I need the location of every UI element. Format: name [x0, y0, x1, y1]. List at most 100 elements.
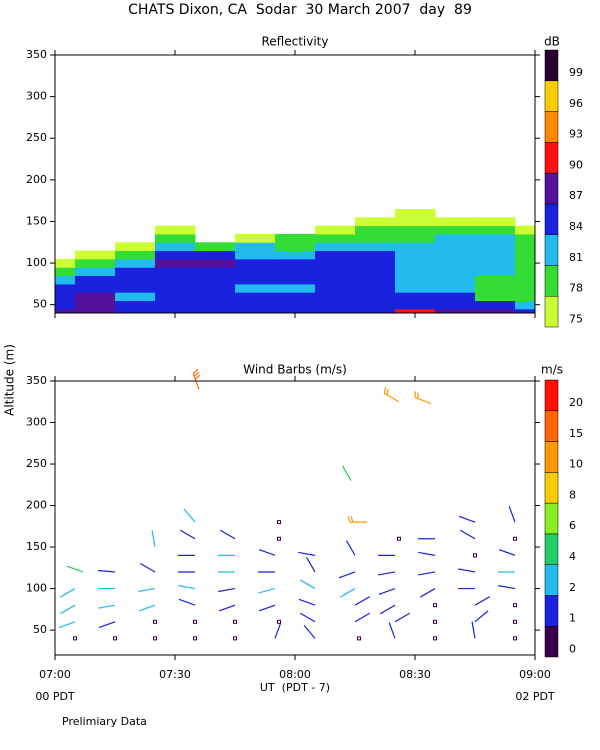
contour-cell: [75, 283, 116, 293]
wind-barb: [59, 588, 76, 598]
calm-marker: [277, 520, 281, 525]
colorbar-box: [544, 295, 559, 328]
colorbar-box: [544, 80, 559, 112]
contour-cell: [515, 283, 536, 293]
contour-cell: [155, 250, 196, 260]
contour-cell: [235, 275, 276, 285]
contour-cell: [235, 292, 276, 302]
contour-cell: [355, 217, 396, 227]
contour-cell: [155, 275, 196, 285]
y-tick-label: 350: [26, 374, 47, 387]
contour-cell: [435, 225, 476, 235]
contour-cell: [435, 300, 476, 310]
contour-cell: [475, 300, 516, 310]
contour-cell: [55, 267, 76, 277]
contour-cell: [475, 258, 516, 268]
y-tick-label: 150: [26, 540, 47, 553]
x-tick-label: 08:30: [399, 668, 431, 681]
contour-cell: [435, 308, 476, 314]
wind-barb: [418, 551, 436, 556]
contour-cell: [315, 242, 356, 252]
contour-cell: [515, 292, 536, 302]
wind-barb: [298, 551, 316, 556]
contour-cell: [435, 275, 476, 285]
contour-cell: [155, 292, 196, 302]
x-tick-label: 07:00: [39, 668, 71, 681]
contour-cell: [355, 258, 396, 268]
colorbar-box: [544, 49, 559, 82]
contour-cell: [115, 308, 156, 314]
wind-barb: [299, 612, 316, 623]
contour-cell: [515, 258, 536, 268]
y-tick-label: 250: [26, 131, 47, 144]
contour-cell: [235, 250, 276, 260]
contour-cell: [75, 300, 116, 310]
y-tick-label: 50: [33, 298, 47, 311]
contour-cell: [355, 283, 396, 293]
colorbar-label: 75: [569, 312, 583, 325]
wind-barb: [378, 588, 396, 595]
wind-barb: [345, 540, 356, 556]
y-tick-label: 150: [26, 214, 47, 227]
wind-barb: [139, 562, 156, 573]
contour-cell: [275, 242, 316, 252]
calm-marker: [233, 619, 237, 624]
wind-barb: [258, 604, 276, 612]
wind-barb: [59, 604, 76, 615]
wind-barb: [498, 548, 516, 556]
calm-marker: [193, 619, 197, 624]
contour-cell: [395, 267, 436, 277]
calm-marker: [433, 619, 437, 624]
wind-barb: [98, 604, 116, 609]
contour-cell: [435, 217, 476, 227]
colorbar-label: 8: [569, 488, 576, 501]
contour-cell: [315, 267, 356, 277]
contour-cell: [155, 242, 196, 252]
colorbar-label: 15: [569, 427, 583, 440]
colorbar-label: 96: [569, 97, 583, 110]
wind-barb: [58, 621, 76, 629]
wind-barb: [258, 548, 276, 556]
wind-barb: [299, 579, 316, 590]
contour-cell: [75, 258, 116, 268]
contour-cell: [355, 250, 396, 260]
contour-cell: [315, 308, 356, 314]
colorbar-label: 1: [569, 612, 576, 625]
y-tick-label: 200: [26, 173, 47, 186]
wind-barb: [498, 585, 516, 590]
contour-cell: [75, 308, 116, 314]
contour-cell: [395, 292, 436, 302]
wind-barb: [383, 386, 400, 403]
contour-cell: [515, 233, 536, 243]
wind-barb: [219, 529, 236, 540]
colorbar-label: 81: [569, 251, 583, 264]
contour-cell: [115, 267, 156, 277]
contour-cell: [435, 267, 476, 277]
wind-barb: [378, 571, 396, 576]
contour-cell: [435, 283, 476, 293]
contour-cell: [395, 258, 436, 268]
contour-cell: [515, 242, 536, 252]
colorbar-label: 6: [569, 519, 576, 532]
colorbar-label: 0: [569, 642, 576, 655]
contour-cell: [435, 233, 476, 243]
contour-cell: [235, 233, 276, 243]
contour-cell: [195, 242, 236, 252]
contour-cell: [275, 308, 316, 314]
wind-barb: [138, 604, 156, 612]
contour-cell: [195, 258, 236, 268]
colorbar-label: 90: [569, 158, 583, 171]
colorbar-box: [544, 142, 559, 174]
colorbar-label: 93: [569, 128, 583, 141]
calm-marker: [513, 619, 517, 624]
wind-barb: [419, 588, 436, 598]
contour-cell: [235, 258, 276, 268]
contour-cell: [395, 275, 436, 285]
contour-cell: [235, 308, 276, 314]
contour-cell: [235, 267, 276, 277]
contour-cell: [355, 242, 396, 252]
calm-marker: [357, 636, 361, 641]
contour-cell: [315, 225, 356, 235]
colorbar-label: 2: [569, 581, 576, 594]
y-tick-label: 100: [26, 582, 47, 595]
